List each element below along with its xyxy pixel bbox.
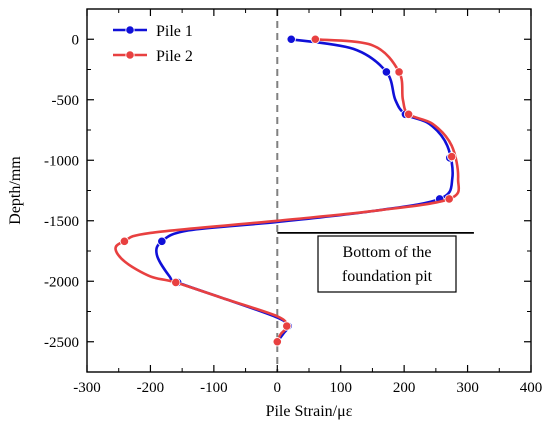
legend-label-pile-2: Pile 2 [156,48,193,65]
y-tick-label: -2000 [44,274,79,290]
x-tick-label: 0 [274,380,282,396]
data-point-pile-2 [447,152,457,162]
data-point-pile-1 [381,67,391,77]
data-point-pile-2 [272,337,282,347]
series-line-pile-1 [155,38,454,343]
y-tick-label: -2500 [44,335,79,351]
x-tick-label: 400 [520,380,543,396]
annotation-text-line-1: Bottom of the [343,244,432,261]
data-point-pile-1 [157,236,167,246]
y-axis-label: Depth/mm [7,156,24,225]
axes-layer: -300 -200 -100 0 100 200 300 4000-500-1000-1500… [44,8,543,396]
y-tick-label: -1500 [44,214,79,230]
y-tick-label: 0 [72,32,80,48]
data-point-pile-2 [310,34,320,44]
legend-marker-pile-2 [125,50,135,60]
data-point-pile-2 [171,277,181,288]
x-tick-label: -300 [73,380,101,396]
y-tick-label: -1000 [44,153,79,169]
x-tick-label: 300 [456,380,479,396]
plot-frame [86,8,532,373]
data-point-pile-1 [286,34,296,44]
y-tick-label: -500 [52,93,80,109]
legend-label-pile-1: Pile 1 [156,23,193,40]
data-point-pile-2 [394,67,404,77]
data-point-pile-2 [119,236,130,246]
x-tick-label: -200 [137,380,165,396]
annotation-box [317,235,457,293]
annotation-layer: Bottom of the foundation pit [277,231,474,293]
legend-marker-pile-1 [125,25,135,35]
data-point-pile-2 [282,321,292,331]
data-point-pile-2 [444,194,454,204]
series-line-pile-2 [114,38,461,343]
annotation-text-line-2: foundation pit [342,268,433,285]
x-tick-label: -100 [200,380,228,396]
x-tick-label: 200 [393,380,416,396]
legend: Pile 1 Pile 2 [113,23,193,65]
x-axis-label: Pile Strain/με [266,403,353,420]
series-layer [114,34,461,347]
x-tick-label: 100 [329,380,352,396]
data-point-pile-2 [403,109,414,119]
